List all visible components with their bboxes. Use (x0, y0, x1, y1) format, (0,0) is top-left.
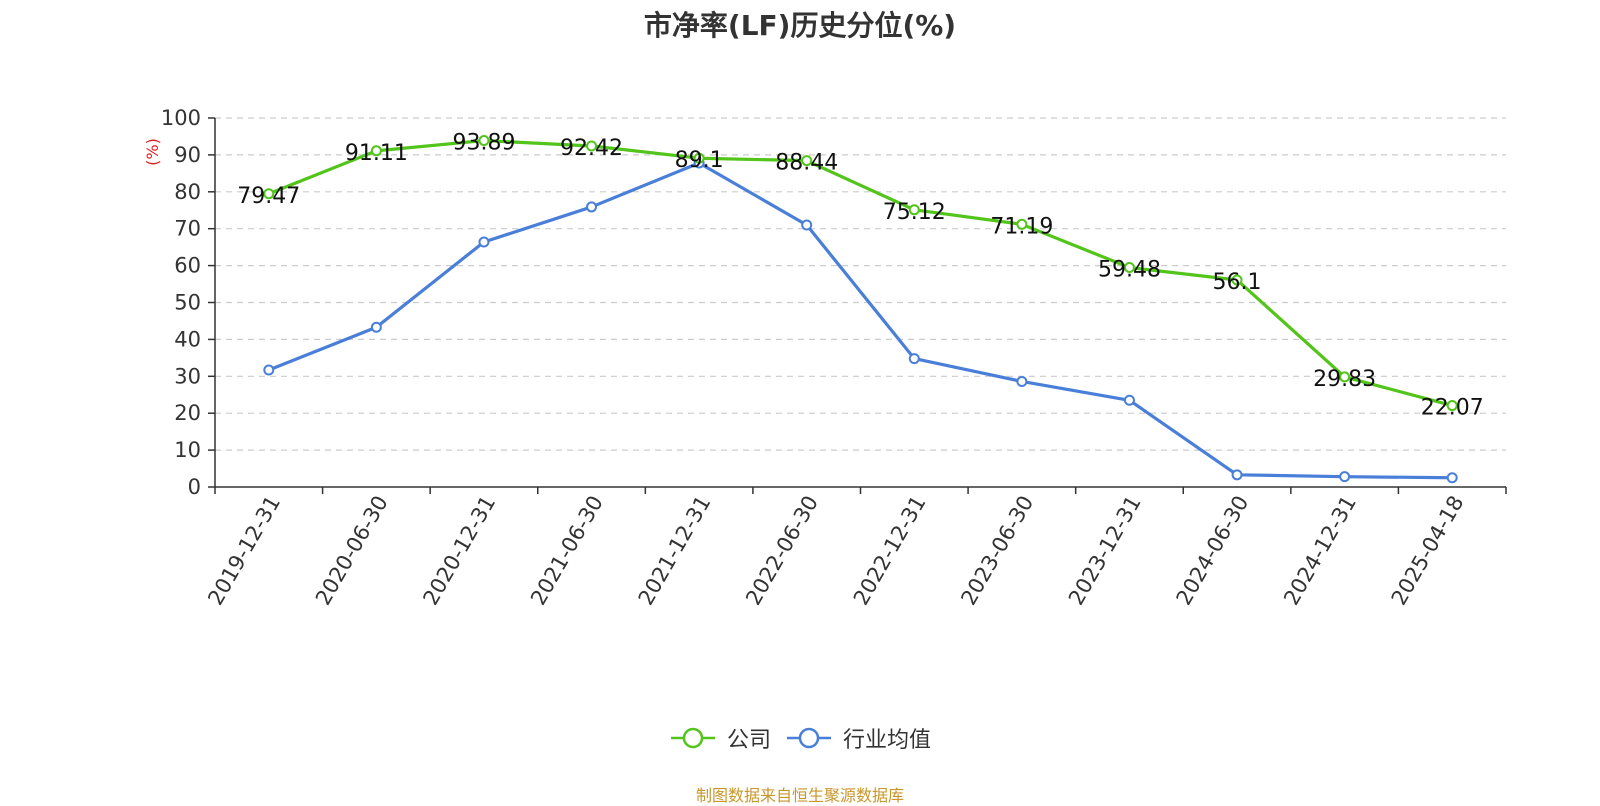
y-tick-label: 70 (174, 217, 201, 241)
y-tick-label: 20 (174, 401, 201, 425)
industry-point (801, 219, 813, 231)
x-tick-label: 2024-12-31 (1279, 492, 1361, 610)
company-point (801, 155, 813, 167)
industry-point (1016, 375, 1028, 387)
x-tick-label: 2024-06-30 (1172, 492, 1254, 610)
company-data-label: 56.1 (1213, 270, 1262, 295)
company-data-label: 22.07 (1421, 396, 1484, 421)
y-tick-label: 10 (174, 438, 201, 462)
x-tick-label: 2023-06-30 (956, 492, 1038, 610)
grid-lines (215, 117, 1506, 451)
data-labels: 79.47 91.11 93.89 92.42 89.1 88.44 75.12 71.19 5… (237, 131, 1483, 421)
axes: 0 10 20 30 40 50 60 70 80 90 100 (%) 2019-12-31 2020-… (143, 106, 1507, 610)
company-data-label: 89.1 (675, 148, 724, 173)
y-tick-label: 50 (174, 291, 201, 315)
company-data-label: 29.83 (1313, 367, 1376, 392)
series-lines (263, 135, 1458, 484)
industry-point (1231, 469, 1243, 481)
legend-industry-label: 行业均值 (843, 728, 932, 753)
y-tick-label: 30 (174, 364, 201, 388)
industry-point (908, 353, 920, 365)
x-tick-label: 2022-12-31 (849, 492, 931, 610)
x-tick-label: 2021-12-31 (634, 492, 716, 610)
industry-point (370, 321, 382, 333)
company-point (586, 140, 598, 152)
x-tick-label: 2022-06-30 (741, 492, 823, 610)
y-tick-label: 80 (174, 180, 201, 204)
industry-point (478, 236, 490, 248)
industry-point (1446, 472, 1458, 484)
y-tick-label: 40 (174, 327, 201, 351)
company-data-label: 75.12 (883, 200, 946, 225)
chart-title: 市净率(LF)历史分位(%) (643, 9, 957, 42)
company-data-label: 88.44 (775, 151, 838, 176)
legend-industry-marker-icon (787, 727, 831, 749)
legend-company-marker-icon (670, 727, 715, 749)
y-tick-label: 90 (174, 143, 201, 167)
company-point (908, 204, 920, 216)
company-point (263, 188, 275, 200)
company-point (370, 145, 382, 157)
industry-point (1123, 394, 1135, 406)
x-tick-label: 2021-06-30 (526, 492, 608, 610)
x-tick-label: 2020-06-30 (311, 492, 393, 610)
company-data-label: 59.48 (1098, 258, 1161, 283)
company-data-label: 91.11 (345, 141, 408, 166)
company-series-line (268, 138, 1453, 408)
industry-series-line (268, 161, 1453, 480)
industry-point (586, 201, 598, 213)
company-point (478, 135, 490, 147)
y-axis-label: (%) (143, 138, 162, 166)
x-tick-label: 2020-12-31 (418, 492, 500, 610)
y-tick-label: 60 (174, 254, 201, 278)
x-tick-label: 2019-12-31 (203, 492, 285, 610)
company-point (1339, 371, 1351, 383)
industry-point (263, 364, 275, 376)
legend: 公司 行业均值 (0, 722, 1600, 754)
company-data-label: 71.19 (990, 214, 1053, 239)
company-point (693, 152, 705, 164)
x-tick-label: 2025-04-18 (1387, 492, 1469, 610)
legend-item-company[interactable]: 公司 (669, 722, 771, 754)
legend-company-label: 公司 (726, 728, 771, 753)
legend-item-industry-average[interactable]: 行业均值 (785, 722, 931, 754)
company-point (1016, 218, 1028, 230)
company-point (1231, 274, 1243, 286)
company-data-label: 93.89 (452, 131, 515, 156)
y-tick-label: 100 (161, 106, 201, 130)
company-point (1123, 262, 1135, 274)
company-data-label: 79.47 (237, 184, 300, 209)
company-point (1446, 400, 1458, 412)
x-tick-label: 2023-12-31 (1064, 492, 1146, 610)
y-tick-label: 0 (188, 475, 201, 499)
data-source-note: 制图数据来自恒生聚源数据库 (695, 786, 904, 805)
industry-point (1339, 471, 1351, 483)
company-data-label: 92.42 (560, 136, 623, 161)
